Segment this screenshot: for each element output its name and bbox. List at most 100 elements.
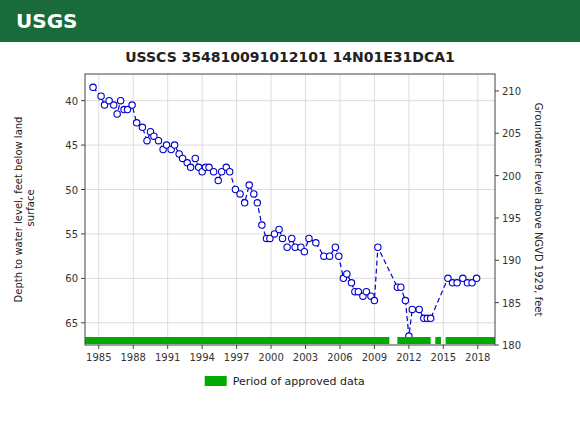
data-point: [192, 155, 198, 161]
x-tick: [236, 345, 237, 349]
data-point: [454, 280, 460, 286]
y-tick: [81, 145, 85, 146]
x-tick: [167, 345, 168, 349]
y2-tick: [495, 90, 499, 91]
data-point: [402, 297, 408, 303]
y-tick-label: 55: [65, 229, 78, 240]
approved-bar: [446, 337, 495, 344]
header-text: USGS: [16, 9, 77, 33]
data-point: [416, 306, 422, 312]
x-tick: [271, 345, 272, 349]
y2-axis-label: Groundwater level above NGVD 1929, feet: [533, 103, 544, 317]
x-tick: [133, 345, 134, 349]
data-point: [187, 164, 193, 170]
y-tick: [81, 278, 85, 279]
x-tick: [202, 345, 203, 349]
grid-line: [202, 74, 203, 345]
data-point: [409, 306, 415, 312]
grid-line: [85, 278, 495, 279]
y2-tick-label: 210: [502, 86, 521, 97]
x-tick-label: 2009: [362, 352, 387, 363]
approved-bar: [85, 337, 389, 344]
data-point: [210, 169, 216, 175]
y2-tick-label: 190: [502, 255, 521, 266]
x-tick-label: 2018: [465, 352, 490, 363]
data-point: [246, 182, 252, 188]
grid-line: [339, 74, 340, 345]
y-tick: [81, 100, 85, 101]
y-tick: [81, 322, 85, 323]
data-point: [344, 271, 350, 277]
grid-line: [167, 74, 168, 345]
y2-tick-label: 200: [502, 171, 521, 182]
x-tick: [408, 345, 409, 349]
x-tick: [305, 345, 306, 349]
legend: Period of approved data: [205, 375, 365, 388]
y2-tick-label: 195: [502, 213, 521, 224]
y-tick: [81, 233, 85, 234]
y-tick: [81, 189, 85, 190]
y2-tick: [495, 133, 499, 134]
data-point: [254, 200, 260, 206]
header-bar: [0, 0, 580, 42]
approved-bar: [397, 337, 430, 344]
legend-label: Period of approved data: [233, 375, 365, 388]
y-tick-label: 50: [65, 185, 78, 196]
x-tick-label: 1997: [224, 352, 249, 363]
data-point: [375, 244, 381, 250]
grid-line: [408, 74, 409, 345]
title: USSCS 354810091012101 14N01E31DCA1: [125, 49, 455, 65]
data-point: [259, 222, 265, 228]
y-axis-label-line: surface: [25, 189, 36, 229]
data-point: [284, 244, 290, 250]
data-point: [237, 191, 243, 197]
data-point: [279, 235, 285, 241]
data-point: [241, 200, 247, 206]
grid-line: [85, 189, 495, 190]
data-point: [111, 102, 117, 108]
x-tick-label: 2015: [431, 352, 456, 363]
x-tick: [374, 345, 375, 349]
grid-line: [85, 100, 495, 101]
y2-tick-label: 180: [502, 340, 521, 351]
y2-tick: [495, 260, 499, 261]
data-point: [326, 253, 332, 259]
legend-swatch: [205, 376, 227, 386]
data-point: [348, 280, 354, 286]
grid-line: [85, 233, 495, 234]
x-tick-label: 2000: [258, 352, 283, 363]
approved-bar: [435, 337, 441, 344]
x-tick: [443, 345, 444, 349]
data-point: [133, 120, 139, 126]
grid-line: [477, 74, 478, 345]
y-axis-label-line: Depth to water level, feet below land: [13, 117, 24, 303]
data-point: [427, 315, 433, 321]
y2-tick: [495, 217, 499, 218]
data-point: [301, 249, 307, 255]
y2-tick-label: 205: [502, 128, 521, 139]
data-point: [276, 226, 282, 232]
data-point: [114, 111, 120, 117]
chart: USGS USSCS 354810091012101 14N01E31DCA1 19…: [0, 0, 580, 430]
y-tick-label: 45: [65, 140, 78, 151]
data-point: [313, 240, 319, 246]
grid-line: [85, 322, 495, 323]
x-tick-label: 2012: [396, 352, 421, 363]
x-tick: [477, 345, 478, 349]
data-point: [129, 102, 135, 108]
grid-line: [443, 74, 444, 345]
data-point: [251, 191, 257, 197]
grid-line: [374, 74, 375, 345]
y-tick-label: 65: [65, 318, 78, 329]
y2-tick: [495, 175, 499, 176]
y-tick-label: 60: [65, 273, 78, 284]
data-point: [144, 137, 150, 143]
data-point: [398, 284, 404, 290]
data-point: [473, 275, 479, 281]
x-tick-label: 2006: [327, 352, 352, 363]
y2-tick: [495, 345, 499, 346]
grid: [85, 74, 495, 345]
data-point: [306, 235, 312, 241]
grid-line: [271, 74, 272, 345]
grid-line: [305, 74, 306, 345]
